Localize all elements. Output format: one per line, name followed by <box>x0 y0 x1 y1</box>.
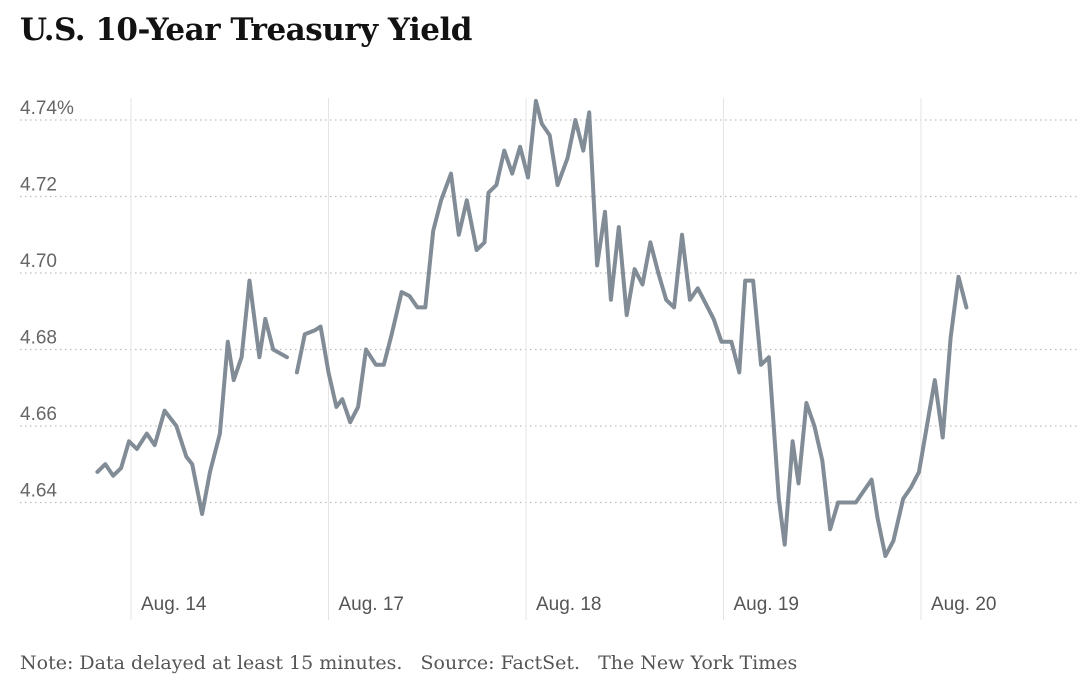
series-line <box>95 98 969 558</box>
footnote-credit: The New York Times <box>598 652 798 674</box>
y-tick-label: 4.64 <box>20 481 57 502</box>
footnote-source: Source: FactSet. <box>420 652 581 674</box>
x-tick-label: Aug. 20 <box>931 594 997 615</box>
y-tick-label: 4.68 <box>20 328 57 349</box>
grid <box>20 98 1080 620</box>
x-tick-label: Aug. 19 <box>734 594 800 615</box>
chart-title: U.S. 10-Year Treasury Yield <box>20 12 472 48</box>
y-tick-label: 4.66 <box>20 404 57 425</box>
yield-line-segment <box>294 98 969 558</box>
x-tick-label: Aug. 14 <box>141 594 207 615</box>
y-tick-label: 4.74% <box>20 98 74 119</box>
y-tick-label: 4.70 <box>20 251 57 272</box>
axis-labels: 4.74% 4.72 4.70 4.68 4.66 4.64 Aug. 14 Aug. 17 A… <box>20 98 997 615</box>
y-tick-label: 4.72 <box>20 175 57 196</box>
x-tick-label: Aug. 18 <box>536 594 602 615</box>
footnote: Note: Data delayed at least 15 minutes. … <box>20 652 809 674</box>
x-tick-label: Aug. 17 <box>339 594 405 615</box>
yield-line-segment <box>95 278 289 516</box>
footnote-note: Note: Data delayed at least 15 minutes. <box>20 652 403 674</box>
